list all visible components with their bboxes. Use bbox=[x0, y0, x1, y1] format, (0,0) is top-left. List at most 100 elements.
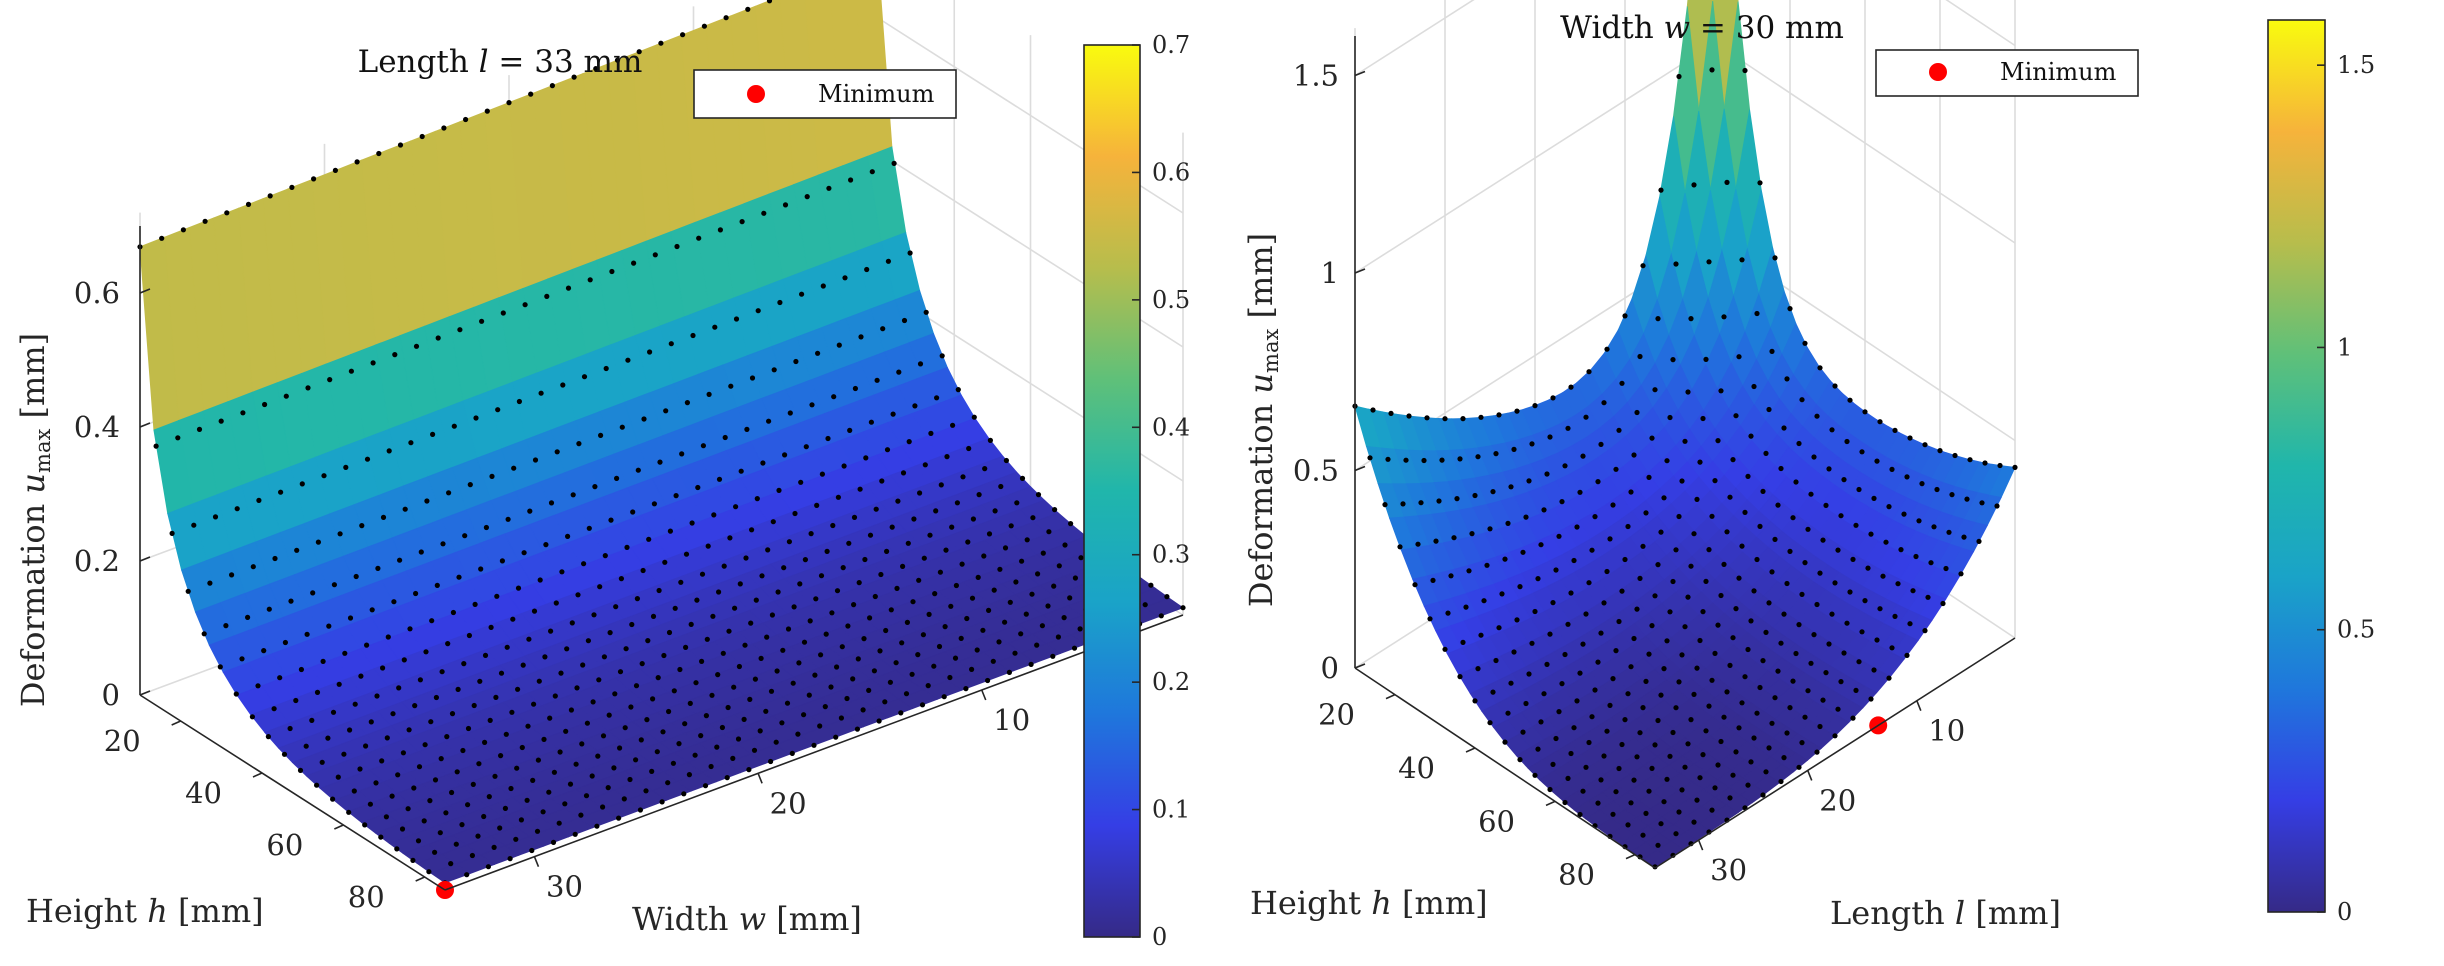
sample-point bbox=[986, 531, 993, 537]
sample-point bbox=[327, 377, 333, 383]
sample-point bbox=[638, 737, 644, 743]
sample-point bbox=[353, 573, 359, 580]
sample-point bbox=[456, 574, 462, 580]
sample-point bbox=[1958, 571, 1964, 577]
sample-point bbox=[606, 712, 612, 718]
sample-point bbox=[498, 670, 505, 676]
sample-point bbox=[677, 666, 683, 673]
tick-mark bbox=[252, 772, 263, 778]
sample-point bbox=[857, 486, 863, 492]
sample-point bbox=[1823, 502, 1829, 508]
sample-point bbox=[1844, 620, 1850, 626]
sample-point bbox=[755, 308, 761, 314]
sample-point bbox=[505, 516, 511, 522]
sample-point bbox=[1457, 674, 1463, 680]
sample-point bbox=[912, 403, 918, 409]
sample-point bbox=[1067, 595, 1073, 601]
sample-point bbox=[1826, 466, 1832, 472]
sample-point bbox=[1604, 346, 1610, 352]
sample-point bbox=[636, 49, 642, 55]
sample-point bbox=[992, 508, 998, 514]
sample-point bbox=[580, 662, 586, 668]
sample-point bbox=[1877, 606, 1883, 612]
sample-point bbox=[1583, 764, 1589, 770]
sample-point bbox=[738, 468, 744, 474]
sample-point bbox=[1029, 591, 1035, 597]
sample-point bbox=[714, 744, 720, 750]
sample-point bbox=[1949, 492, 1955, 498]
sample-point bbox=[1520, 729, 1526, 735]
sample-point bbox=[1484, 562, 1490, 568]
sample-point bbox=[380, 665, 386, 671]
sample-point bbox=[1583, 414, 1589, 420]
sample-point bbox=[1667, 414, 1673, 421]
sample-point bbox=[1862, 598, 1868, 604]
sample-point bbox=[1035, 571, 1041, 577]
sample-point bbox=[367, 801, 373, 807]
sample-point bbox=[1853, 687, 1859, 694]
sample-point bbox=[775, 589, 781, 595]
sample-point bbox=[392, 352, 398, 358]
sample-point bbox=[1541, 507, 1547, 513]
sample-point bbox=[982, 466, 988, 472]
sample-point bbox=[997, 566, 1003, 572]
sample-point bbox=[1718, 592, 1724, 599]
sample-point bbox=[1844, 438, 1850, 445]
sample-point bbox=[1922, 442, 1928, 448]
sample-point bbox=[535, 757, 542, 763]
sample-point bbox=[445, 641, 451, 647]
sample-point bbox=[1550, 761, 1556, 768]
sample-point bbox=[1814, 749, 1820, 755]
sample-point bbox=[494, 593, 500, 599]
sample-point bbox=[1427, 616, 1433, 622]
sample-point bbox=[1019, 558, 1025, 564]
sample-point bbox=[644, 717, 650, 723]
sample-point bbox=[667, 528, 674, 534]
sample-point bbox=[823, 631, 829, 637]
sample-point bbox=[1508, 484, 1514, 490]
sample-point bbox=[472, 601, 478, 608]
sample-point bbox=[1550, 600, 1556, 606]
sample-point bbox=[764, 634, 770, 640]
sample-point bbox=[1691, 531, 1697, 537]
sample-point bbox=[1640, 263, 1646, 269]
sample-point bbox=[303, 743, 309, 749]
sample-point bbox=[374, 693, 380, 699]
sample-point bbox=[1023, 611, 1029, 617]
sample-point bbox=[634, 596, 641, 602]
sample-point bbox=[1796, 764, 1802, 770]
sample-point bbox=[424, 498, 430, 504]
sample-point bbox=[1769, 720, 1775, 726]
sample-point bbox=[1994, 503, 2000, 509]
axis-line bbox=[1354, 667, 1656, 869]
sample-point bbox=[781, 565, 787, 571]
sample-point bbox=[1505, 710, 1511, 716]
sample-point bbox=[581, 561, 587, 567]
sample-point bbox=[726, 628, 732, 634]
sample-point bbox=[842, 275, 848, 281]
sample-point bbox=[412, 703, 418, 709]
sample-point bbox=[1487, 526, 1493, 532]
sample-point bbox=[666, 629, 673, 636]
sample-point bbox=[1030, 515, 1036, 521]
sample-point bbox=[1982, 460, 1988, 466]
sample-point bbox=[680, 32, 686, 38]
sample-point bbox=[1158, 613, 1164, 619]
sample-point bbox=[1367, 455, 1373, 461]
sample-point bbox=[753, 597, 759, 603]
sample-point bbox=[1700, 609, 1706, 615]
sample-point bbox=[761, 210, 767, 216]
sample-point bbox=[240, 410, 246, 416]
sample-point bbox=[297, 767, 304, 774]
sample-point bbox=[833, 734, 839, 740]
sample-point bbox=[706, 391, 712, 397]
sample-point bbox=[687, 700, 693, 707]
sample-point bbox=[1706, 703, 1712, 709]
sample-point bbox=[807, 618, 813, 624]
sample-point bbox=[656, 587, 662, 594]
sample-point bbox=[1730, 772, 1736, 778]
sample-point bbox=[470, 781, 476, 788]
sample-point bbox=[1565, 775, 1571, 782]
sample-point bbox=[1808, 491, 1814, 497]
tick-mark bbox=[533, 856, 540, 867]
